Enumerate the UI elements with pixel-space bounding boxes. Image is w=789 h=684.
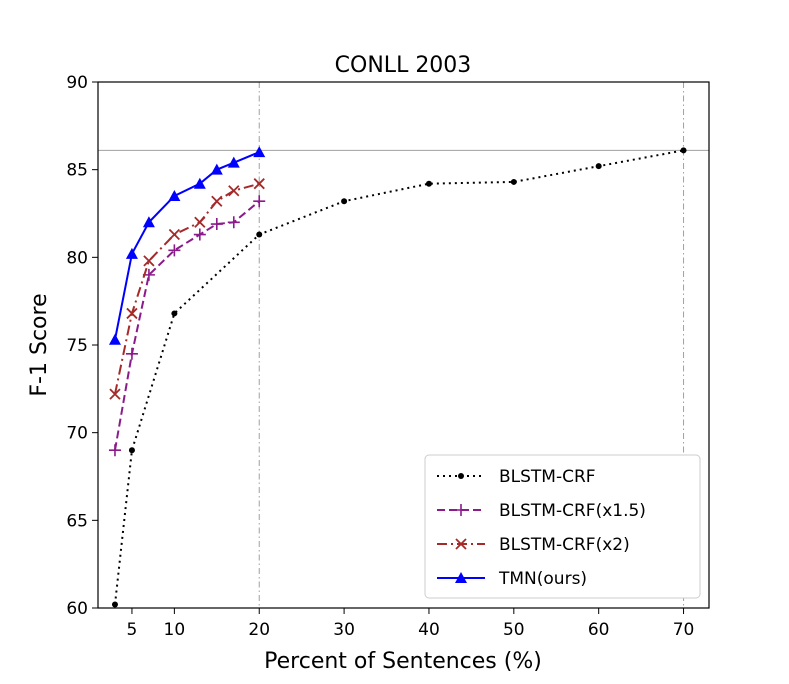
legend: BLSTM-CRF BLSTM-CRF(x1.5) BLSTM-CRF(x2) TMN… xyxy=(424,454,701,599)
data-point xyxy=(168,244,181,257)
data-point xyxy=(109,388,121,400)
data-point xyxy=(171,310,178,317)
x-axis: 5 10 20 30 40 50 60 70 xyxy=(127,608,695,640)
data-point xyxy=(111,601,118,608)
y-tick-label: 90 xyxy=(66,73,88,93)
series-line xyxy=(113,200,260,451)
x-tick-label: 70 xyxy=(673,620,695,640)
y-tick-label: 85 xyxy=(66,161,88,181)
data-point xyxy=(253,178,265,190)
legend-label: TMN(ours) xyxy=(498,569,587,589)
data-point xyxy=(128,447,135,454)
data-point xyxy=(168,228,181,241)
data-point xyxy=(341,198,348,205)
y-tick-label: 65 xyxy=(66,511,88,531)
series-tmn-ours- xyxy=(108,146,266,345)
data-point xyxy=(227,216,240,229)
data-point xyxy=(193,228,206,241)
data-point xyxy=(227,156,240,168)
x-tick-label: 60 xyxy=(588,620,610,640)
data-point xyxy=(455,538,467,550)
data-point xyxy=(143,255,155,267)
data-point xyxy=(108,333,121,345)
x-tick-label: 30 xyxy=(333,620,355,640)
data-point xyxy=(228,185,240,197)
series-blstm-crf-x1-5- xyxy=(108,195,266,457)
x-tick-label: 40 xyxy=(418,620,440,640)
data-point xyxy=(680,147,687,154)
data-point xyxy=(108,444,121,457)
x-tick-label: 5 xyxy=(127,620,138,640)
data-point xyxy=(510,178,517,185)
data-point xyxy=(455,572,467,583)
data-point xyxy=(126,307,138,320)
legend-box xyxy=(424,454,701,599)
y-tick-label: 75 xyxy=(66,336,88,356)
x-axis-label: Percent of Sentences (%) xyxy=(264,649,542,674)
y-tick-label: 60 xyxy=(66,599,88,619)
data-point xyxy=(193,177,206,189)
data-point xyxy=(168,189,181,201)
data-point xyxy=(210,163,223,175)
data-point xyxy=(211,195,223,207)
legend-label: BLSTM-CRF(x2) xyxy=(499,535,630,555)
data-point xyxy=(125,347,138,360)
data-point xyxy=(125,247,138,259)
data-point xyxy=(194,216,206,228)
y-axis-label: F-1 Score xyxy=(27,293,52,396)
data-point xyxy=(256,231,263,238)
data-point xyxy=(253,146,266,158)
reference-lines xyxy=(98,82,709,608)
x-tick-label: 10 xyxy=(164,620,186,640)
y-axis: 60 65 70 75 80 85 90 xyxy=(66,73,98,619)
y-tick-label: 70 xyxy=(66,424,88,444)
series-line xyxy=(113,151,260,340)
data-point xyxy=(455,504,467,516)
series-layer xyxy=(108,146,687,608)
series-line xyxy=(113,182,260,395)
legend-label: BLSTM-CRF xyxy=(499,467,596,487)
data-point xyxy=(458,473,464,479)
y-tick-label: 80 xyxy=(66,248,88,268)
data-point xyxy=(210,218,223,231)
data-point xyxy=(142,216,155,228)
data-point xyxy=(425,180,432,187)
series-blstm-crf xyxy=(111,147,687,608)
x-tick-label: 20 xyxy=(248,620,270,640)
legend-label: BLSTM-CRF(x1.5) xyxy=(499,501,646,521)
x-tick-label: 50 xyxy=(503,620,525,640)
data-point xyxy=(253,195,266,208)
chart-title: CONLL 2003 xyxy=(335,53,472,78)
series-blstm-crf-x2- xyxy=(109,178,265,400)
data-point xyxy=(595,163,602,170)
